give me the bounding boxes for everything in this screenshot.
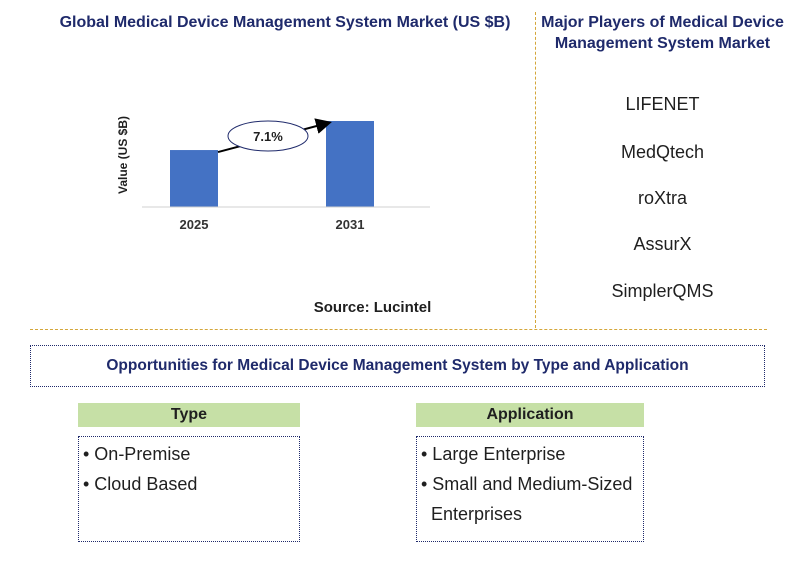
application-item: • Large Enterprise: [421, 444, 566, 464]
horizontal-divider: [30, 329, 767, 330]
bar-2031: [326, 121, 374, 207]
x-tick-label: 2031: [336, 217, 365, 232]
bar-chart: Value (US $B) 2025 2031 7.1%: [116, 116, 430, 232]
player-item: AssurX: [633, 234, 692, 254]
application-list: • Large Enterprise • Small and Medium-Si…: [416, 436, 644, 542]
type-header: Type: [78, 403, 300, 427]
application-header: Application: [416, 403, 644, 427]
cagr-ellipse: [227, 120, 309, 152]
players-title: Major Players of Medical Device Manageme…: [541, 14, 784, 52]
x-tick-label: 2025: [180, 217, 209, 232]
type-list: • On-Premise • Cloud Based: [78, 436, 300, 542]
cagr-label: 7.1%: [253, 129, 283, 144]
player-item: SimplerQMS: [611, 281, 714, 301]
source-label: Source: Lucintel: [313, 299, 432, 316]
type-item: • Cloud Based: [83, 474, 198, 494]
application-item: Enterprises: [431, 504, 523, 524]
type-item: • On-Premise: [83, 444, 191, 464]
player-item: LIFENET: [625, 94, 700, 114]
vertical-divider: [535, 12, 536, 328]
application-item: • Small and Medium-Sized: [421, 474, 633, 494]
player-item: roXtra: [637, 188, 688, 208]
bar-2025: [170, 150, 218, 207]
chart-title: Global Medical Device Management System …: [59, 14, 511, 31]
player-item: MedQtech: [620, 142, 705, 162]
opportunities-title: Opportunities for Medical Device Managem…: [30, 345, 765, 387]
y-axis-label: Value (US $B): [116, 116, 130, 194]
